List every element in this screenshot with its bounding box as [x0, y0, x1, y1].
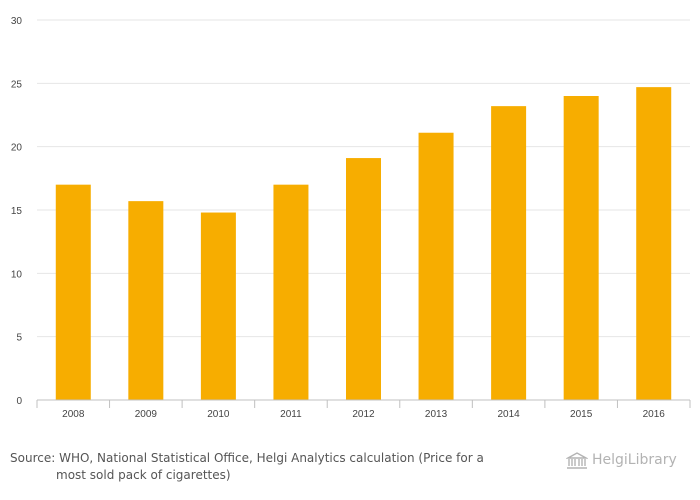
y-tick-label: 30 — [11, 16, 23, 27]
bar-2013 — [418, 132, 454, 400]
bar-2010 — [200, 212, 236, 400]
y-tick-label: 5 — [16, 333, 22, 344]
x-tick-label: 2012 — [352, 409, 375, 420]
source-line-1: Source: WHO, National Statistical Office… — [10, 451, 484, 465]
source-line-2: most sold pack of cigarettes) — [56, 468, 231, 482]
x-tick-label: 2009 — [135, 409, 158, 420]
x-tick-label: 2014 — [497, 409, 520, 420]
library-building-icon — [566, 452, 588, 469]
x-tick-label: 2016 — [643, 409, 666, 420]
y-tick-label: 20 — [11, 143, 23, 154]
bar-2011 — [273, 184, 309, 400]
bar-chart: 0 5 10 15 20 25 30 2008 2009 2010 2011 2012 2013 201… — [11, 16, 691, 420]
x-tick-label: 2011 — [280, 409, 302, 420]
bars — [55, 87, 672, 400]
bar-2016 — [636, 87, 672, 400]
helgilibrary-logo: HelgiLibrary — [566, 448, 677, 472]
bar-2012 — [346, 158, 381, 400]
source-note: Source: WHO, National Statistical Office… — [10, 450, 530, 484]
y-tick-label: 15 — [11, 206, 23, 217]
x-tick-label: 2015 — [570, 409, 593, 420]
x-tick-label: 2010 — [207, 409, 230, 420]
x-tick-label: 2013 — [425, 409, 448, 420]
bar-2015 — [563, 96, 599, 400]
logo-text: HelgiLibrary — [592, 452, 677, 468]
bar-2014 — [491, 106, 527, 400]
x-tick-label: 2008 — [62, 409, 85, 420]
y-tick-label: 0 — [16, 396, 22, 407]
y-tick-label: 10 — [11, 269, 23, 280]
bar-2009 — [128, 201, 164, 400]
y-tick-label: 25 — [11, 79, 23, 90]
bar-2008 — [55, 184, 91, 400]
x-axis: 2008 2009 2010 2011 2012 2013 2014 2015 2016 — [36, 399, 691, 420]
y-axis-ticks: 0 5 10 15 20 25 30 — [11, 16, 23, 407]
